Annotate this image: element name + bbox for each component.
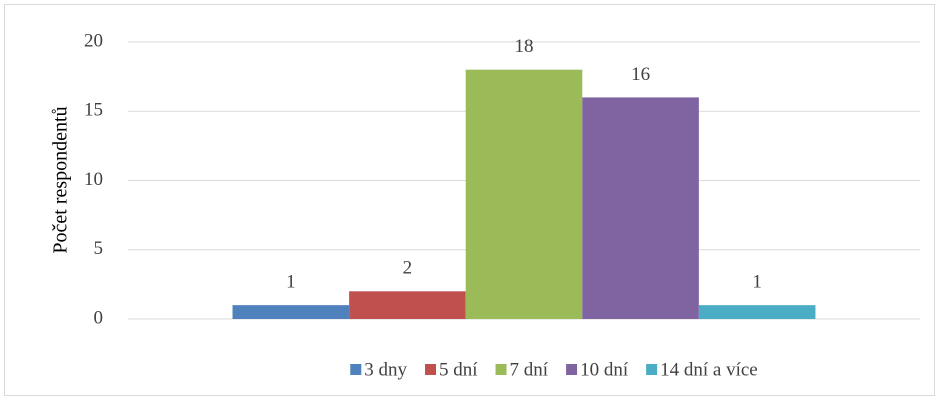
data-label: 2 — [403, 258, 413, 279]
legend-label: 5 dní — [439, 359, 478, 380]
bar — [465, 69, 583, 319]
bar — [698, 305, 816, 319]
y-axis-label: Počet respondentů — [50, 106, 72, 253]
y-tick-label: 20 — [84, 30, 103, 51]
y-tick-label: 0 — [94, 307, 104, 328]
legend-swatch — [566, 364, 578, 375]
legend-label: 14 dní a více — [660, 359, 758, 380]
legend-label: 10 dní — [580, 359, 629, 380]
legend-swatch — [495, 364, 507, 375]
legend-label: 7 dní — [510, 359, 549, 380]
legend-label: 3 dny — [364, 359, 407, 380]
legend-swatch — [350, 364, 362, 375]
bar — [232, 305, 350, 319]
y-tick-label: 10 — [84, 169, 103, 190]
y-tick-label: 5 — [94, 238, 104, 259]
legend-swatch — [425, 364, 437, 375]
y-tick-label: 15 — [84, 100, 103, 121]
data-label: 16 — [631, 64, 650, 85]
data-label: 1 — [752, 272, 762, 293]
data-label: 1 — [286, 272, 296, 293]
bar — [582, 97, 699, 320]
data-label: 18 — [515, 36, 534, 57]
legend-swatch — [646, 364, 658, 375]
bar — [349, 291, 466, 319]
